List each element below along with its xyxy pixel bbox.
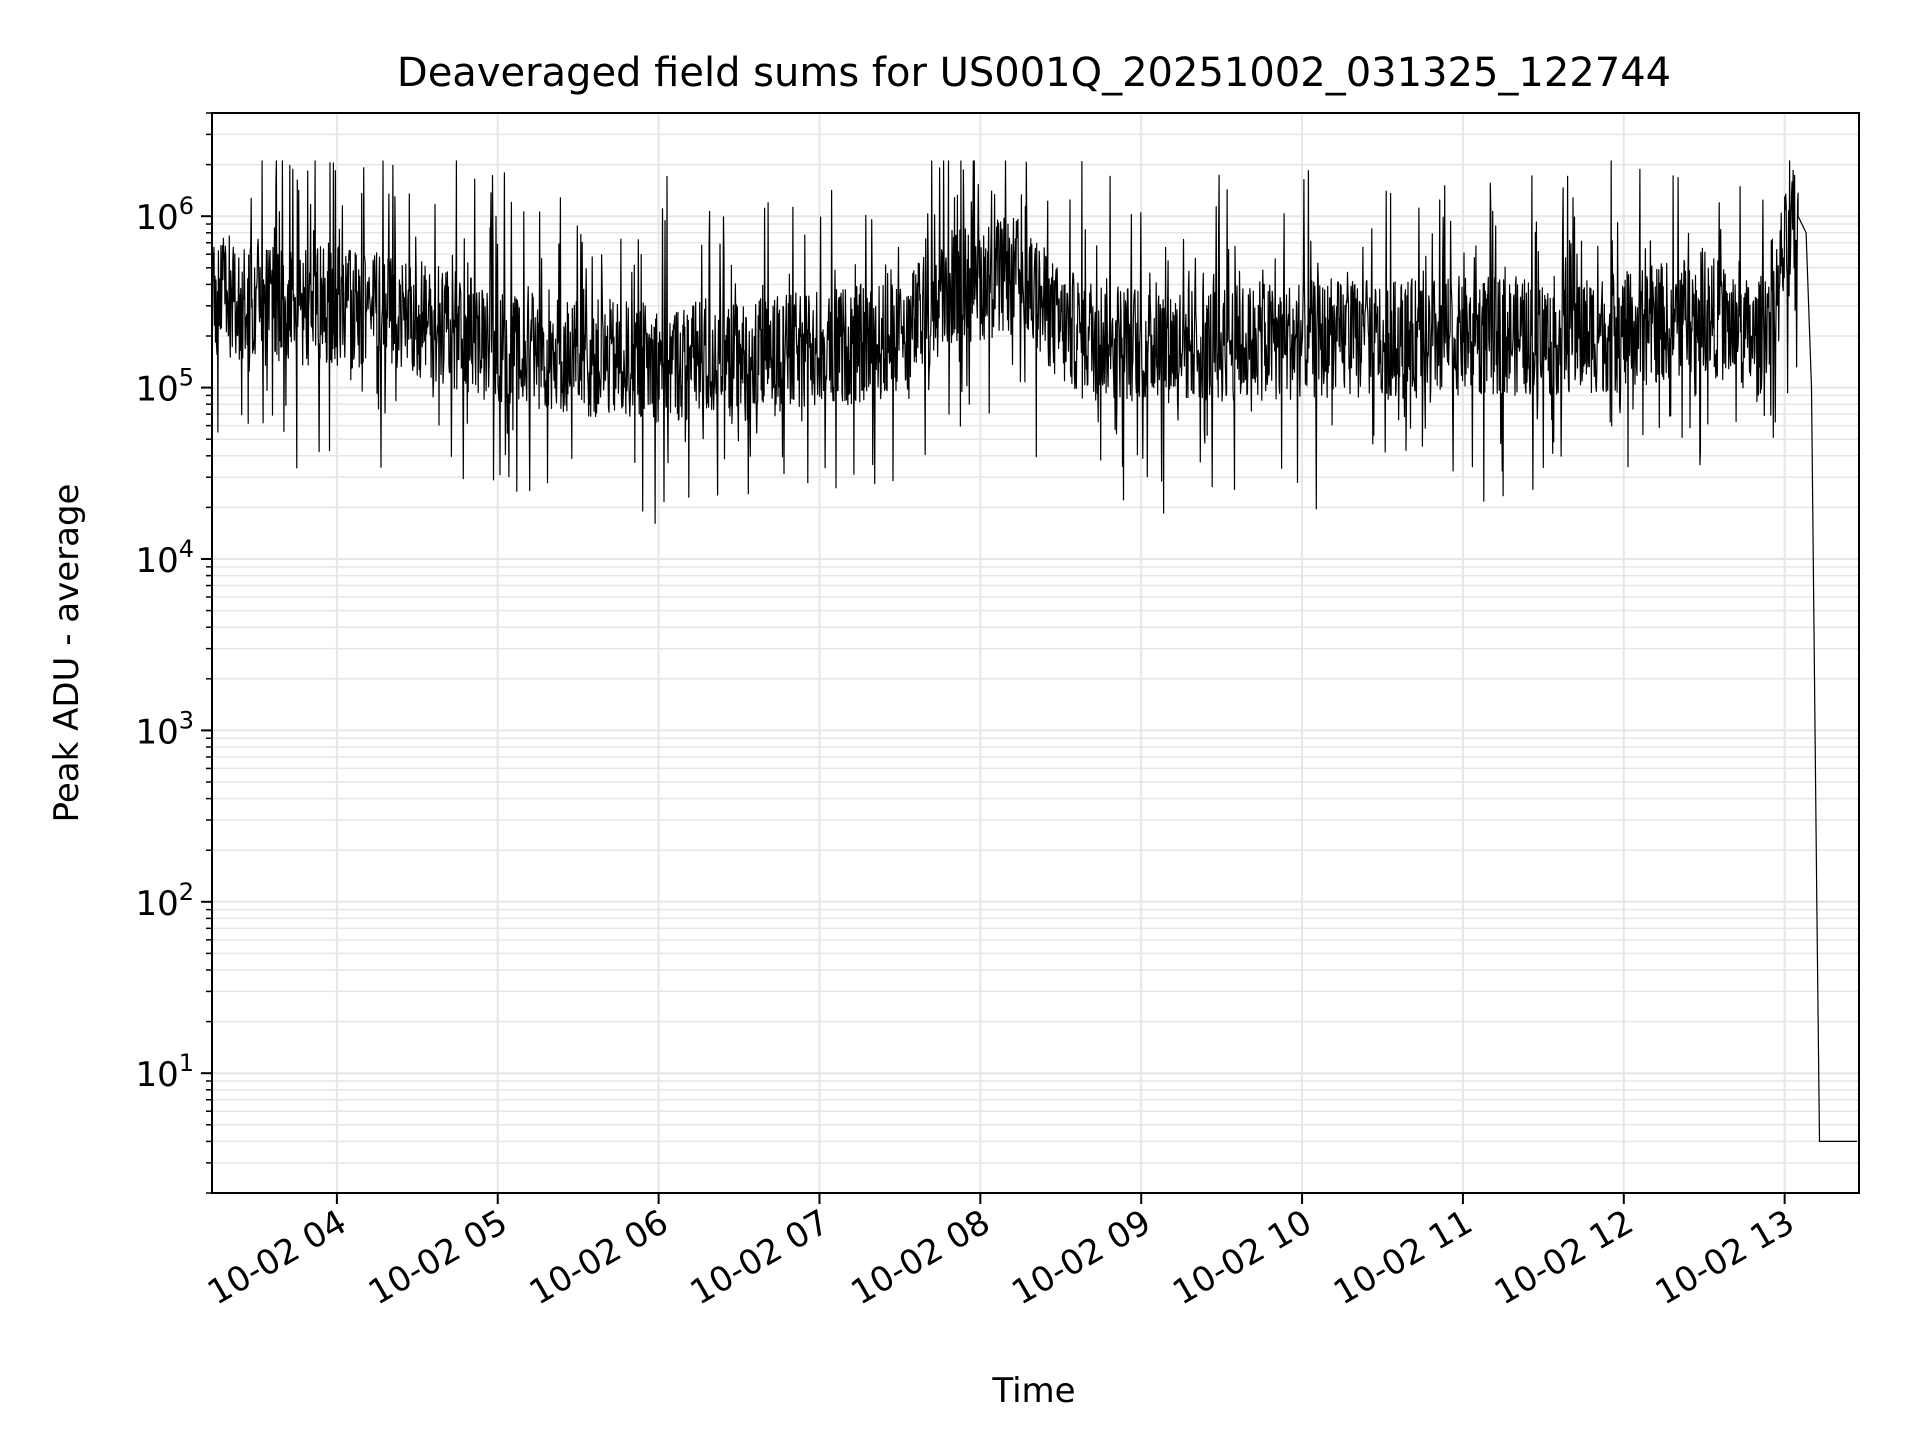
x-tick-label: 10-02 06: [523, 1202, 675, 1313]
y-tick-label: 102: [135, 878, 194, 924]
plot-frame: [211, 112, 1860, 1194]
series-area: [211, 160, 1857, 1142]
y-tick-label: 106: [135, 192, 194, 238]
x-tick-label: 10-02 09: [1005, 1202, 1157, 1313]
x-axis-ticks: 10-02 04 10-02 05 10-02 06 10-02 07 10-02 08…: [201, 1193, 1801, 1313]
y-axis-ticks: 101 102 103 104 105 106: [135, 112, 212, 1194]
x-tick-label: 10-02 12: [1488, 1202, 1640, 1313]
x-tick-label: 10-02 10: [1166, 1202, 1318, 1313]
y-tick-label: 103: [135, 706, 194, 752]
y-axis-label: Peak ADU - average: [47, 484, 87, 823]
series-line: [211, 160, 1857, 1142]
y-tick-label: 104: [135, 535, 194, 581]
x-tick-label: 10-02 07: [684, 1202, 836, 1313]
x-axis-label: Time: [991, 1371, 1075, 1411]
x-tick-label: 10-02 05: [362, 1202, 514, 1313]
x-tick-label: 10-02 08: [844, 1202, 996, 1313]
y-tick-label: 105: [135, 364, 194, 410]
x-tick-label: 10-02 11: [1327, 1202, 1479, 1313]
x-tick-label: 10-02 04: [201, 1202, 353, 1313]
chart-title: Deaveraged field sums for US001Q_2025100…: [397, 50, 1671, 96]
x-tick-label: 10-02 13: [1649, 1202, 1801, 1313]
y-tick-label: 101: [135, 1049, 194, 1095]
